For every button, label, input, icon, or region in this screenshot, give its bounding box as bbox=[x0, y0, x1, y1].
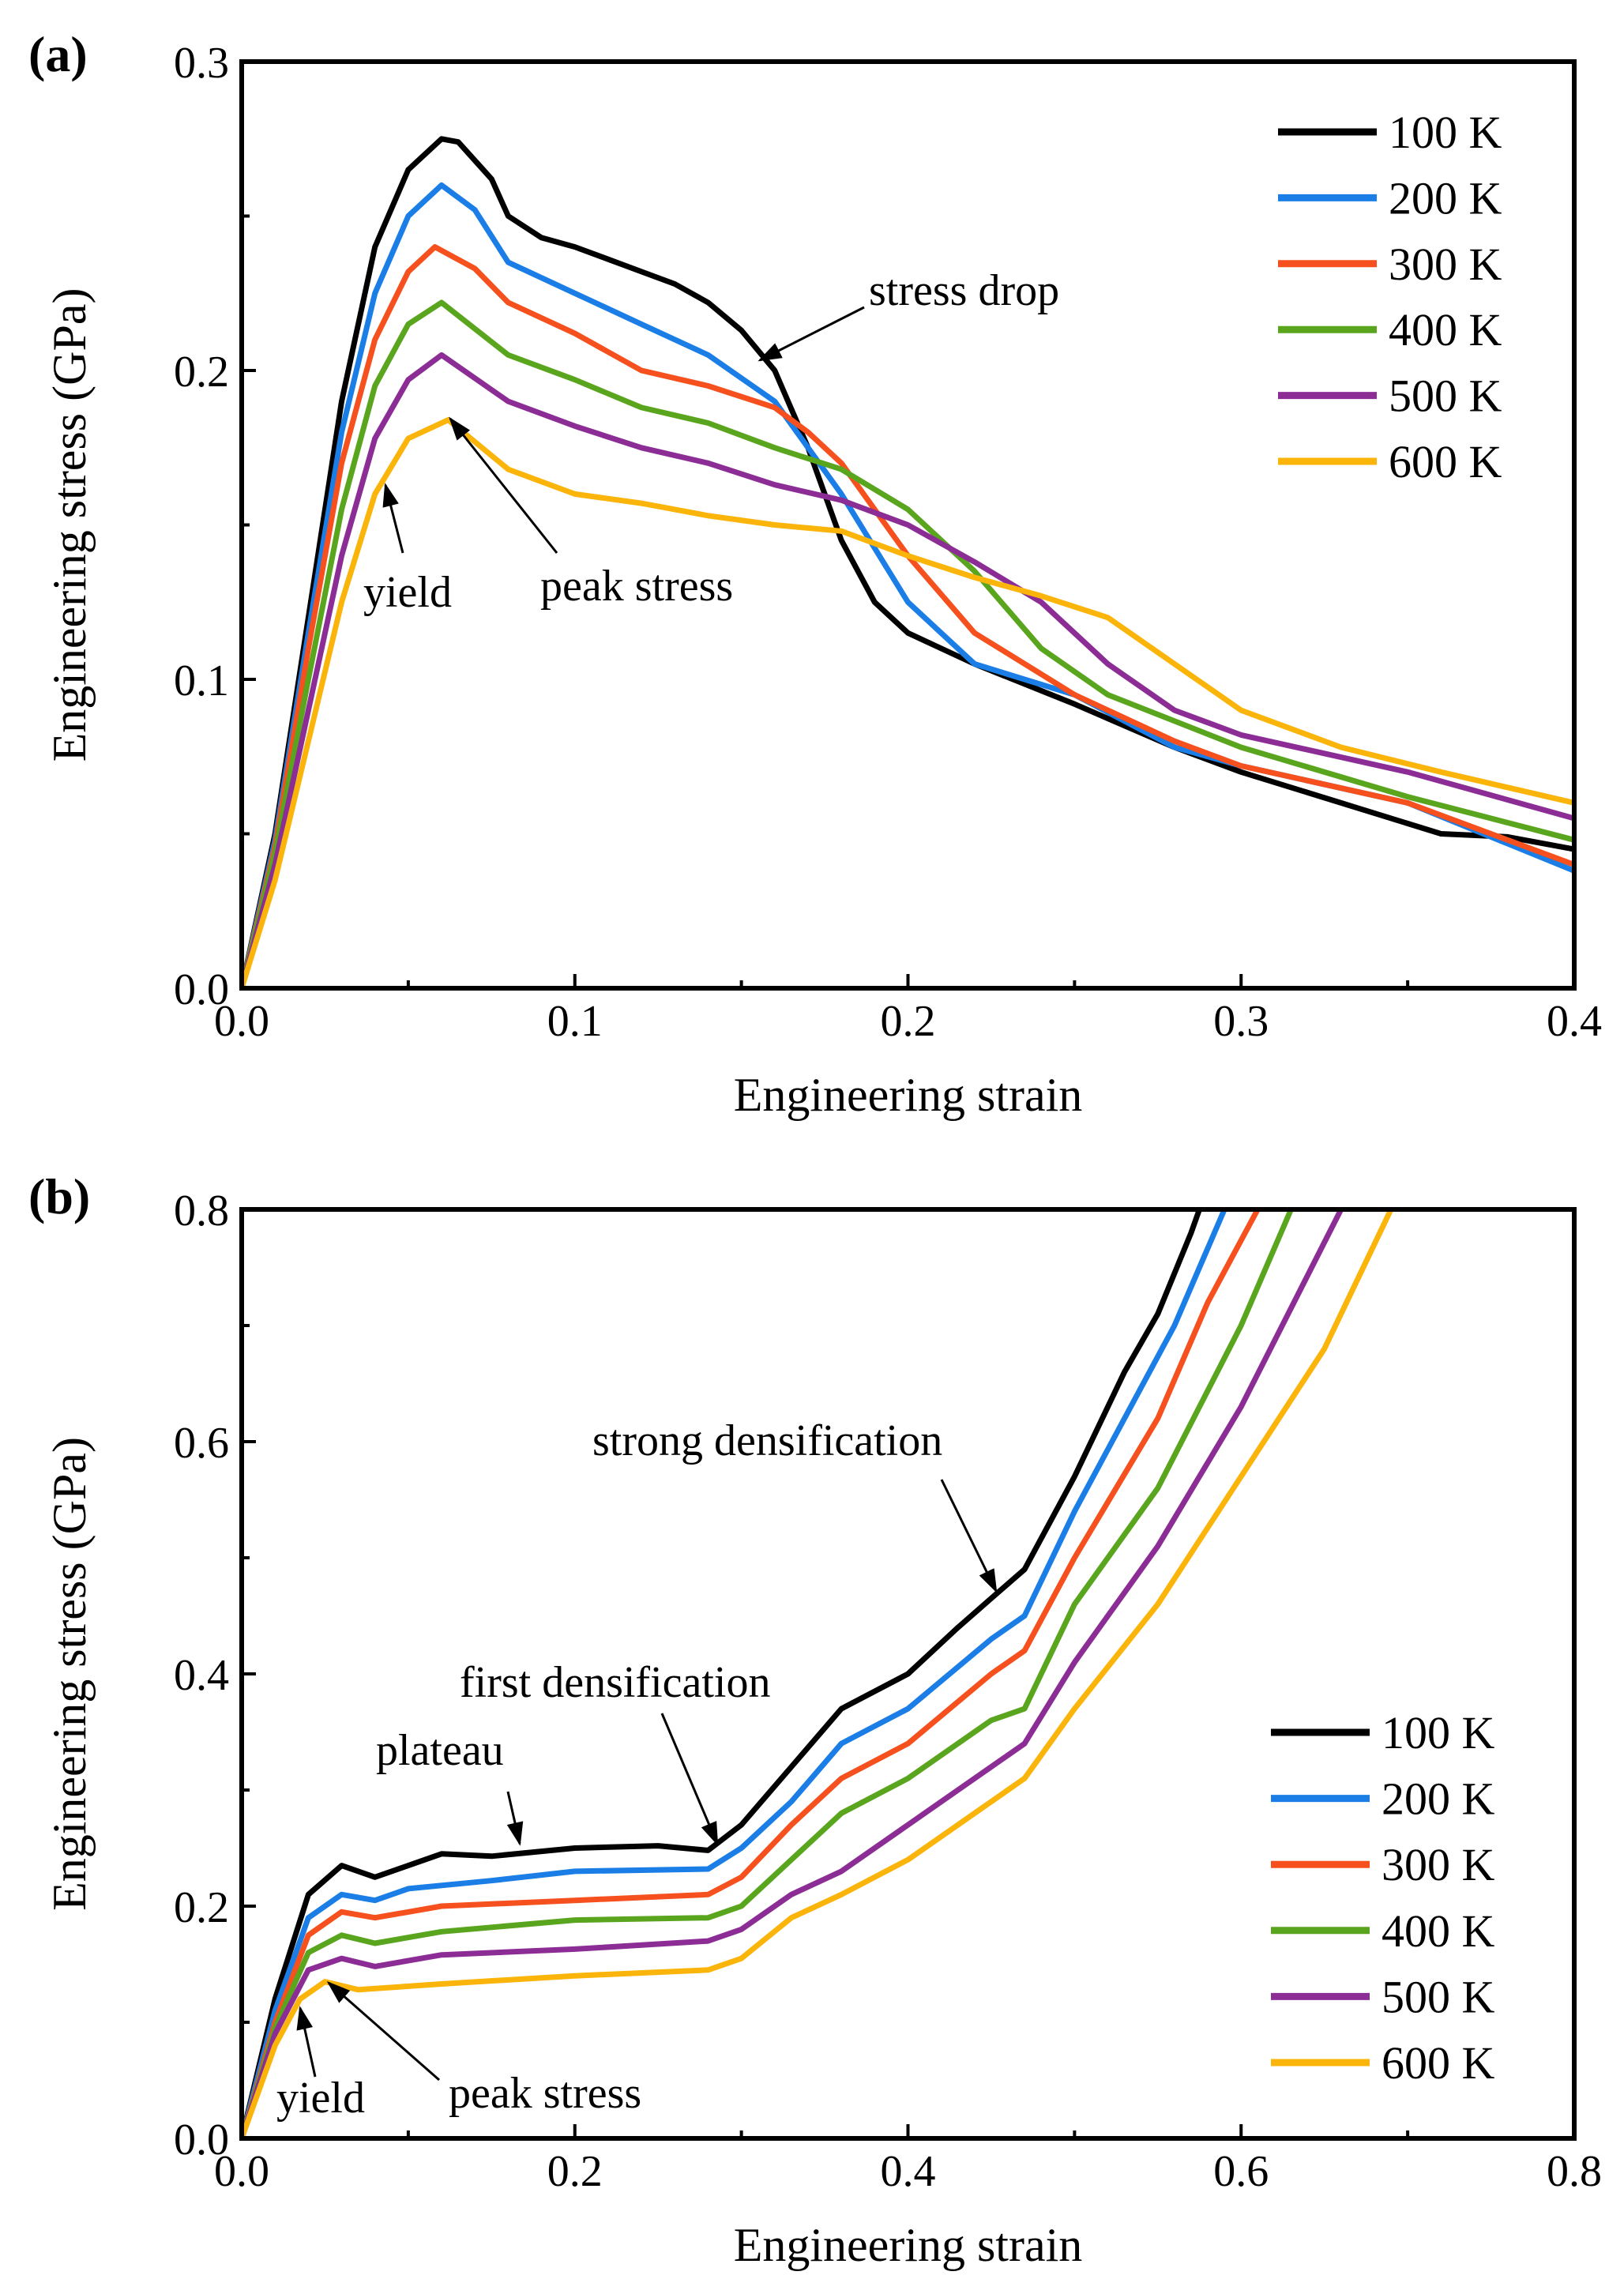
series-line-300k bbox=[242, 1209, 1261, 2138]
series-line-600k bbox=[242, 1209, 1394, 2138]
y-axis-label: Engineering stress (GPa) bbox=[43, 288, 96, 762]
x-tick-label: 0.3 bbox=[1213, 997, 1269, 1046]
x-axis-label: Engineering strain bbox=[734, 1069, 1083, 1121]
series-line-300k bbox=[242, 244, 1574, 988]
annotation-yield-a: yield bbox=[363, 568, 452, 617]
series-line-200k bbox=[242, 1209, 1227, 2138]
legend-label: 300 K bbox=[1389, 239, 1502, 290]
annotation-first-densification: first densification bbox=[460, 1658, 770, 1707]
arrow-plateau bbox=[506, 1791, 524, 1846]
x-tick-label: 0.8 bbox=[1547, 2147, 1602, 2196]
series-line-500k bbox=[242, 1209, 1344, 2138]
legend-label: 500 K bbox=[1389, 370, 1502, 422]
y-tick-label: 0.0 bbox=[174, 965, 229, 1014]
chart-panel-a: 100 K 200 K 300 K 400 K 500 K 600 K 0.0 0.1 0.2 0… bbox=[28, 26, 1602, 1121]
y-tick-label: 0.2 bbox=[174, 348, 229, 397]
legend-label: 400 K bbox=[1382, 1905, 1495, 1957]
annotations-b: strong densification first densification… bbox=[276, 1416, 998, 2123]
x-tick-label: 0.1 bbox=[547, 997, 603, 1046]
annotation-peak-stress-b: peak stress bbox=[449, 2069, 641, 2118]
panel-label: (b) bbox=[28, 1168, 90, 1224]
arrow-yield-a bbox=[382, 483, 404, 554]
legend-label: 600 K bbox=[1382, 2037, 1495, 2089]
legend-label: 300 K bbox=[1382, 1839, 1495, 1890]
x-tick-label: 0.4 bbox=[1547, 997, 1602, 1046]
y-tick-label: 0.3 bbox=[174, 39, 229, 88]
series-line-600k bbox=[242, 417, 1574, 988]
annotation-yield-b: yield bbox=[276, 2074, 365, 2123]
y-tick-label: 0.0 bbox=[174, 2115, 229, 2164]
x-axis-label: Engineering strain bbox=[734, 2219, 1083, 2271]
x-tick-label: 0.2 bbox=[881, 997, 936, 1046]
chart-panel-b: 100 K 200 K 300 K 400 K 500 K 600 K 0.0 0.2 0.4 0… bbox=[28, 1168, 1602, 2271]
series-line-200k bbox=[242, 182, 1574, 988]
legend-label: 500 K bbox=[1382, 1971, 1495, 2022]
arrow-first-densification bbox=[660, 1713, 719, 1846]
legend-label: 400 K bbox=[1389, 304, 1502, 355]
arrow-strong-densification bbox=[940, 1479, 998, 1593]
x-tick-label: 0.6 bbox=[1213, 2147, 1269, 2196]
panel-label: (a) bbox=[28, 26, 88, 82]
x-tick-label: 0.2 bbox=[547, 2147, 603, 2196]
series-line-400k bbox=[242, 299, 1574, 988]
annotation-plateau: plateau bbox=[376, 1726, 504, 1775]
arrow-stress-drop bbox=[757, 306, 865, 362]
y-axis-label: Engineering stress (GPa) bbox=[43, 1437, 96, 1911]
series-line-500k bbox=[242, 352, 1574, 988]
annotations-a: stress drop yield peak stress bbox=[363, 266, 1059, 617]
x-tick-label: 0.0 bbox=[214, 2147, 269, 2196]
y-tick-label: 0.8 bbox=[174, 1187, 229, 1235]
legend-label: 100 K bbox=[1389, 107, 1502, 158]
x-tick-label: 0.4 bbox=[881, 2147, 936, 2196]
annotation-peak-stress-a: peak stress bbox=[540, 562, 733, 611]
series-line-100k bbox=[242, 1209, 1202, 2138]
legend-label: 600 K bbox=[1389, 436, 1502, 487]
y-tick-label: 0.6 bbox=[174, 1419, 229, 1468]
series-line-400k bbox=[242, 1209, 1294, 2138]
y-tick-label: 0.1 bbox=[174, 656, 229, 705]
arrow-yield-b bbox=[296, 2006, 317, 2078]
legend-label: 100 K bbox=[1382, 1707, 1495, 1758]
y-tick-label: 0.4 bbox=[174, 1651, 229, 1700]
legend-label: 200 K bbox=[1389, 172, 1502, 224]
annotation-strong-densification: strong densification bbox=[592, 1416, 942, 1465]
arrow-peak-stress-b bbox=[326, 1981, 440, 2082]
annotation-stress-drop: stress drop bbox=[869, 266, 1059, 315]
y-tick-label: 0.2 bbox=[174, 1883, 229, 1932]
x-tick-label: 0.0 bbox=[214, 997, 269, 1046]
legend-label: 200 K bbox=[1382, 1773, 1495, 1825]
arrow-peak-stress-a bbox=[449, 416, 558, 554]
